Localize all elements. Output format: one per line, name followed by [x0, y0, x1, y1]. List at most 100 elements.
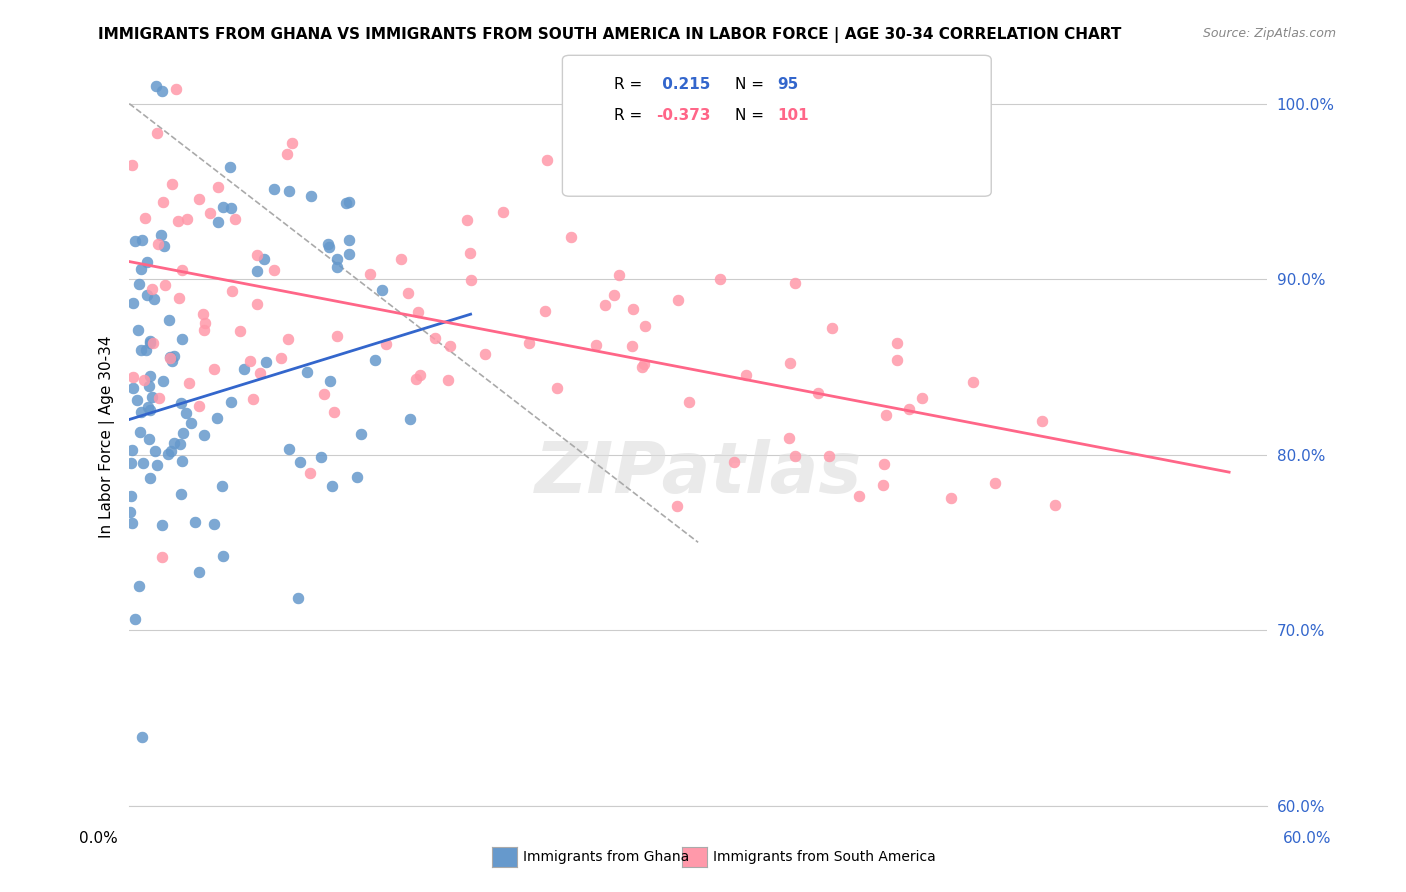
Point — [141, 391, 163, 405]
Text: IMMIGRANTS FROM GHANA VS IMMIGRANTS FROM SOUTH AMERICA IN LABOR FORCE | AGE 30-3: IMMIGRANTS FROM GHANA VS IMMIGRANTS FROM… — [98, 27, 1122, 43]
Text: R =: R = — [614, 78, 648, 92]
Point — [875, 408, 897, 422]
Point — [121, 516, 143, 530]
Point — [276, 146, 298, 161]
Point — [263, 182, 285, 196]
Point — [326, 329, 349, 343]
Point — [517, 335, 540, 350]
Point — [246, 248, 269, 262]
Point — [180, 417, 202, 431]
Point — [886, 352, 908, 367]
Point — [129, 343, 152, 357]
Point — [287, 591, 309, 606]
Point — [139, 334, 162, 349]
Point — [139, 471, 162, 485]
Point — [406, 305, 429, 319]
Point — [399, 412, 422, 426]
Point — [607, 268, 630, 283]
Point — [322, 405, 344, 419]
Point — [321, 479, 343, 493]
Text: 0.0%: 0.0% — [79, 831, 118, 846]
Point — [405, 372, 427, 386]
Point — [142, 336, 165, 351]
Point — [277, 184, 299, 198]
Point — [246, 297, 269, 311]
Point — [125, 393, 148, 408]
Point — [709, 272, 731, 286]
Point — [194, 317, 217, 331]
Point — [129, 261, 152, 276]
Point — [207, 180, 229, 194]
Point — [318, 240, 340, 254]
Point — [160, 444, 183, 458]
Point — [172, 263, 194, 277]
Point — [666, 293, 689, 307]
Text: Source: ZipAtlas.com: Source: ZipAtlas.com — [1202, 27, 1336, 40]
Point — [131, 233, 153, 247]
Point — [277, 442, 299, 456]
Point — [634, 318, 657, 333]
Point — [319, 375, 342, 389]
Point — [124, 234, 146, 248]
Point — [150, 550, 173, 565]
Point — [246, 264, 269, 278]
Point — [911, 391, 934, 405]
Point — [585, 338, 607, 352]
Point — [232, 362, 254, 376]
Point — [134, 211, 156, 225]
Point — [143, 292, 166, 306]
Point — [184, 515, 207, 529]
Point — [121, 296, 143, 310]
Point — [359, 267, 381, 281]
Point — [169, 437, 191, 451]
Point — [121, 158, 143, 172]
Text: 0.215: 0.215 — [657, 78, 710, 92]
Point — [170, 487, 193, 501]
Point — [174, 406, 197, 420]
Point — [198, 205, 221, 219]
Point — [848, 489, 870, 503]
Point — [886, 336, 908, 351]
Point — [439, 339, 461, 353]
Point — [898, 401, 921, 416]
Point — [170, 454, 193, 468]
Point — [120, 456, 142, 470]
Point — [150, 517, 173, 532]
Point — [219, 395, 242, 409]
Point — [263, 262, 285, 277]
Point — [346, 470, 368, 484]
Point — [124, 612, 146, 626]
Point — [252, 252, 274, 267]
Point — [364, 353, 387, 368]
Point — [153, 277, 176, 292]
Point — [165, 82, 187, 96]
Point — [326, 252, 349, 267]
Point — [242, 392, 264, 406]
Point — [136, 288, 159, 302]
Point — [157, 447, 180, 461]
Point — [120, 489, 142, 503]
Point — [150, 227, 173, 242]
Point — [337, 195, 360, 210]
Point — [177, 376, 200, 391]
Point — [152, 374, 174, 388]
Point — [546, 381, 568, 395]
Point — [163, 350, 186, 364]
Point — [127, 322, 149, 336]
Text: ZIPatlas: ZIPatlas — [534, 440, 862, 508]
Point — [172, 425, 194, 440]
Text: N =: N = — [735, 78, 769, 92]
Point — [560, 230, 582, 244]
Point — [325, 260, 347, 274]
Point — [128, 277, 150, 291]
Point — [218, 160, 240, 174]
Point — [145, 78, 167, 93]
Point — [138, 433, 160, 447]
Point — [375, 337, 398, 351]
Point — [281, 136, 304, 150]
Point — [337, 247, 360, 261]
Point — [873, 457, 896, 471]
Text: Immigrants from South America: Immigrants from South America — [713, 850, 935, 864]
Point — [139, 335, 162, 350]
Point — [202, 362, 225, 376]
